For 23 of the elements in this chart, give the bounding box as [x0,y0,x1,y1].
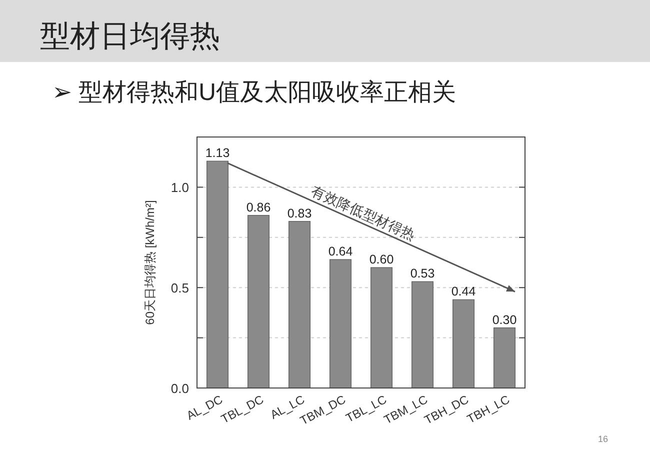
data-label: 0.30 [492,312,517,327]
bar [206,160,228,388]
text: 16 [598,434,608,444]
bar [330,259,352,388]
data-label: 0.60 [369,252,394,267]
chart-title: 型材日均得热 [40,20,220,53]
data-label: 0.86 [246,200,271,214]
y-tick-label: 1.0 [170,180,189,196]
y-tick-label: 0.0 [170,381,189,396]
data-label: 1.13 [205,146,230,160]
bar [494,327,516,388]
chart-subtitle: ➢ 型材得热和U值及太阳吸收率正相关 [52,79,456,106]
bar [248,215,270,388]
bar [412,281,434,388]
data-label: 0.53 [410,266,435,281]
bar [370,267,392,388]
bar [288,221,310,388]
y-axis-title: 60天日均得热 [kWh/m²] [143,200,157,325]
bar [452,299,474,388]
data-label: 0.64 [328,244,353,258]
data-label: 0.44 [451,284,476,299]
y-tick-label: 0.5 [170,280,189,296]
data-label: 0.83 [287,206,312,220]
